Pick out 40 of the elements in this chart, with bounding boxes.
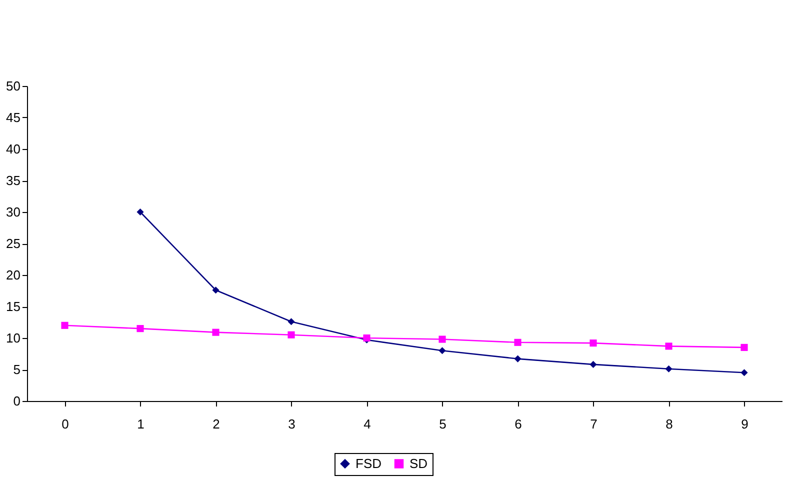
y-tick-label: 35 — [6, 173, 20, 188]
y-tick-label: 45 — [6, 110, 20, 125]
x-tick-label: 2 — [212, 416, 220, 432]
point — [438, 336, 446, 343]
point — [438, 347, 446, 354]
x-tick-label: 6 — [514, 416, 522, 432]
legend-label: FSD — [356, 456, 382, 471]
point — [288, 318, 295, 326]
y-tick-label: 25 — [6, 236, 20, 251]
y-tick-label: 15 — [6, 299, 20, 314]
y-tick-label: 20 — [6, 268, 20, 282]
point — [136, 325, 144, 332]
point — [740, 344, 748, 351]
x-tick-label: 7 — [590, 416, 598, 432]
point — [740, 369, 748, 376]
legend-label: SD — [410, 456, 428, 471]
x-tick-label: 5 — [439, 416, 446, 432]
point — [514, 338, 522, 346]
x-tick-label: 4 — [364, 416, 371, 432]
x-tick-label: 9 — [741, 416, 748, 432]
point — [61, 322, 68, 329]
y-tick-label: 40 — [6, 142, 20, 156]
y-tick-label: 30 — [6, 204, 20, 220]
y-tick-label: 10 — [6, 330, 20, 346]
point — [288, 331, 295, 338]
x-tick-label: 1 — [137, 416, 144, 432]
x-tick-label: 8 — [666, 416, 673, 432]
point — [590, 360, 597, 368]
y-tick-label: 0 — [13, 394, 20, 408]
y-tick-label: 5 — [13, 362, 20, 377]
y-tick-label: 50 — [6, 78, 20, 94]
point — [665, 342, 672, 350]
point — [514, 355, 522, 362]
point — [136, 208, 144, 216]
point — [590, 340, 597, 347]
point — [665, 365, 672, 372]
point — [212, 328, 220, 336]
x-tick-label: 3 — [288, 416, 296, 432]
point — [212, 286, 220, 294]
x-tick-label: 0 — [62, 416, 69, 432]
